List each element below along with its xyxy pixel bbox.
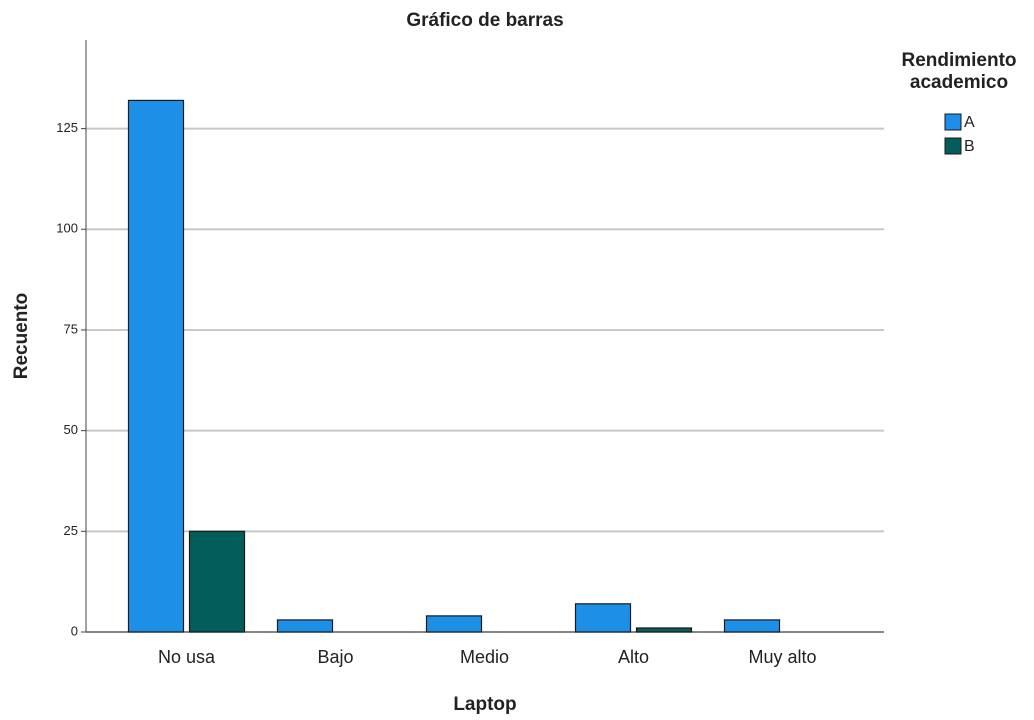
legend-swatch [944,137,962,155]
bar [635,627,693,633]
y-tick-label: 50 [64,422,78,437]
bar [723,619,781,633]
x-tick-label: Medio [460,647,509,667]
bar [425,615,483,633]
y-tick-label: 75 [64,321,78,336]
x-tick-label: Alto [618,647,649,667]
y-tick-label: 25 [64,523,78,538]
chart-title: Gráfico de barras [406,10,563,31]
x-tick-label: Muy alto [748,647,816,667]
x-axis-label: Laptop [453,694,516,715]
bar [276,619,334,633]
legend-swatch [944,113,962,131]
bar [127,99,185,633]
y-axis-label: Recuento [11,293,32,380]
x-tick-label: Bajo [317,647,353,667]
y-tick-label: 0 [71,623,78,638]
y-tick-label: 125 [56,120,78,135]
legend-label: B [964,138,975,155]
y-tick-label: 100 [56,221,78,236]
legend-label: A [964,114,975,131]
bar [574,603,632,633]
legend-title: Rendimiento academico [901,50,1017,93]
bar [188,530,246,633]
x-tick-label: No usa [158,647,216,667]
